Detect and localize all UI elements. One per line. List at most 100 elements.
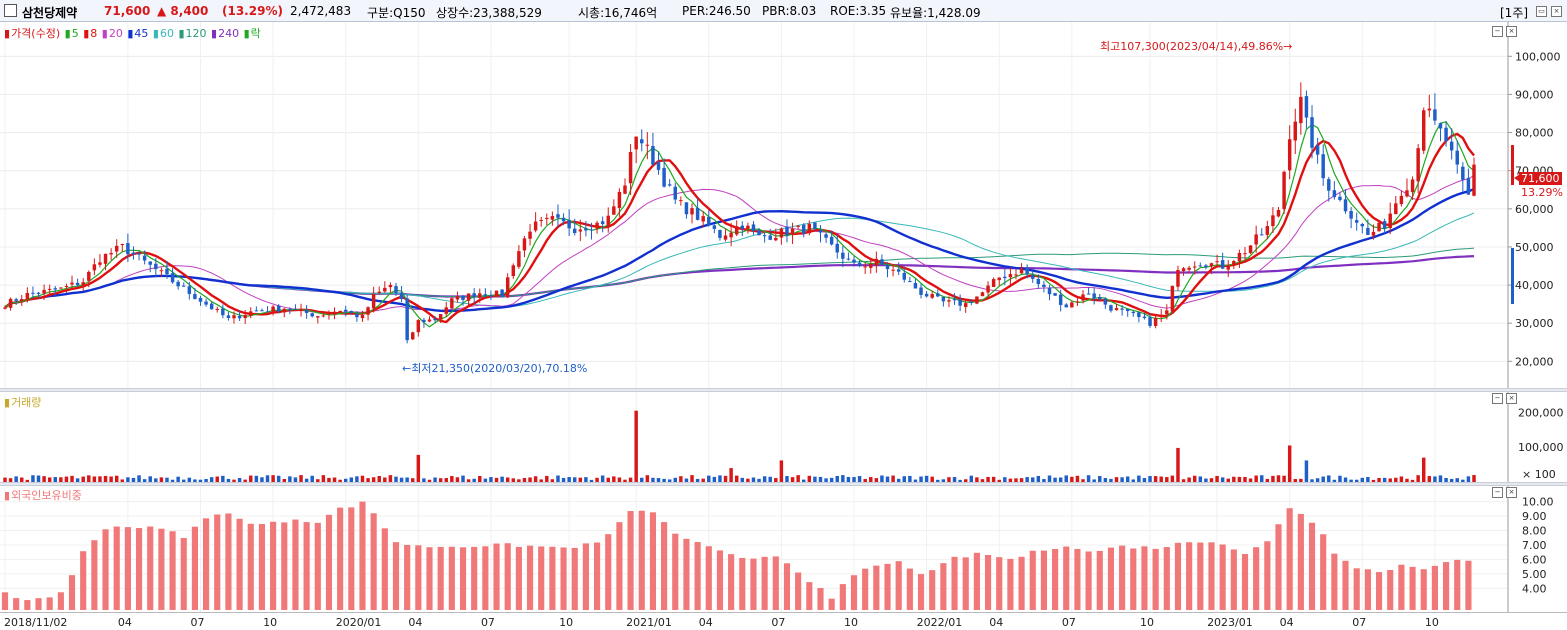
volume-bar <box>1131 479 1136 482</box>
legend-price: 가격(수정) <box>11 27 61 40</box>
volume-bar <box>729 468 733 482</box>
candle <box>986 285 990 293</box>
volume-bar <box>701 478 705 482</box>
select-checkbox[interactable] <box>4 4 17 17</box>
candle <box>466 293 471 301</box>
foreign-bar <box>817 588 824 610</box>
volume-bar <box>98 476 102 482</box>
volume-bar <box>165 477 169 482</box>
foreign-bar <box>180 537 187 610</box>
volume-bar <box>930 476 934 482</box>
candle <box>656 162 661 170</box>
volume-bar <box>779 460 784 482</box>
candle <box>1053 293 1057 296</box>
foreign-bar <box>57 592 64 610</box>
candle <box>254 310 259 312</box>
volume-bar <box>154 478 158 482</box>
volume-bar <box>8 478 13 482</box>
volume-bar <box>483 478 488 482</box>
volume-bar <box>1036 475 1041 482</box>
foreign-bar <box>459 547 467 610</box>
candle <box>355 313 359 318</box>
stock-header: 삼천당제약 71,600 ▲ 8,400 (13.29%) 2,472,483 … <box>0 0 1567 22</box>
volume-bar <box>1427 476 1432 482</box>
foreign-bar <box>839 584 846 610</box>
foreign-bar <box>35 598 42 610</box>
volume-bar <box>1204 478 1208 482</box>
candle <box>47 288 52 290</box>
candle <box>31 292 35 294</box>
foreign-pane-close-icon[interactable]: × <box>1506 487 1517 498</box>
pane-divider[interactable] <box>0 388 1567 392</box>
foreign-bar <box>214 514 221 610</box>
volume-bar <box>282 478 287 482</box>
close-icon[interactable]: × <box>1551 6 1562 17</box>
restore-icon[interactable]: ▭ <box>1536 6 1547 17</box>
candle <box>701 216 705 222</box>
volume-bar <box>1081 479 1085 482</box>
volume-pane-close-icon[interactable]: × <box>1506 393 1517 404</box>
candle <box>1394 203 1398 215</box>
x-tick-label: 07 <box>1061 616 1076 629</box>
candle <box>835 243 839 253</box>
candle <box>578 229 583 232</box>
price-pane-minimize-icon[interactable]: − <box>1492 26 1503 37</box>
volume-bar <box>360 475 365 482</box>
volume-bar <box>556 475 560 482</box>
candle <box>924 293 929 297</box>
candle <box>293 309 298 311</box>
volume-bar <box>265 475 270 482</box>
candle <box>416 320 421 333</box>
candle <box>567 219 571 229</box>
candle <box>472 293 476 298</box>
candle <box>1170 285 1175 312</box>
candle <box>600 221 605 225</box>
volume-bar <box>1416 475 1420 482</box>
foreign-bar <box>1465 560 1472 610</box>
candle <box>930 294 934 298</box>
candle <box>829 236 834 245</box>
volume-bar <box>1198 476 1203 482</box>
candle <box>1098 297 1102 300</box>
candle <box>902 272 907 280</box>
candle <box>1031 274 1035 279</box>
foreign-bar <box>1018 556 1025 610</box>
pane-divider[interactable] <box>0 482 1567 486</box>
volume-bar <box>176 476 180 482</box>
volume-bar <box>561 477 566 482</box>
foreign-bar <box>1297 513 1304 610</box>
period-selector[interactable]: [1주] <box>1500 6 1529 20</box>
volume-bar <box>986 477 990 482</box>
volume-bar <box>690 475 694 482</box>
candle <box>684 202 689 215</box>
volume-bar <box>1371 479 1376 482</box>
volume-bar <box>768 476 772 482</box>
foreign-bar <box>828 598 835 610</box>
candle <box>371 293 376 309</box>
volume-bar <box>137 475 141 482</box>
volume-pane-minimize-icon[interactable]: − <box>1492 393 1503 404</box>
foreign-bar <box>761 556 768 610</box>
candle <box>807 223 812 234</box>
y-tick-label: 40,000 <box>1515 279 1554 292</box>
x-tick-label: 04 <box>117 616 132 629</box>
volume-bar <box>1025 477 1029 482</box>
foreign-bar <box>1096 550 1103 610</box>
price-pane-close-icon[interactable]: × <box>1506 26 1517 37</box>
foreign-bar <box>102 529 109 610</box>
x-axis: 2018/11/02 04 07 10 2020/01 04 07 10 2021/01 04 07… <box>0 612 1567 630</box>
foreign-bar <box>672 533 679 610</box>
volume-bar <box>718 475 722 482</box>
volume-bar <box>572 477 577 482</box>
foreign-bar <box>1152 548 1159 610</box>
foreign-pane-minimize-icon[interactable]: − <box>1492 487 1503 498</box>
volume-bar <box>304 478 309 482</box>
foreign-bar <box>1420 569 1427 610</box>
volume-bar <box>818 476 823 482</box>
candle <box>947 300 951 302</box>
candle <box>260 310 264 312</box>
foreign-bar <box>661 522 668 610</box>
volume-bar <box>584 477 588 482</box>
candle <box>1461 166 1465 180</box>
volume-bar <box>1405 478 1409 482</box>
